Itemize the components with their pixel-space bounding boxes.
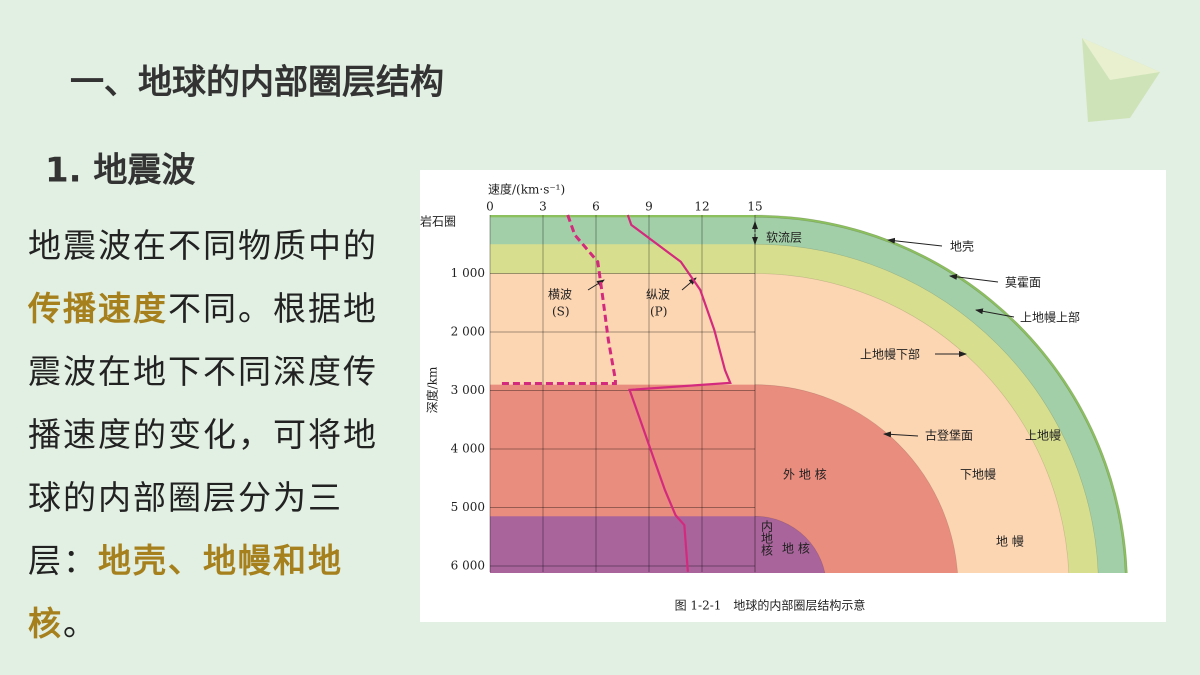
layer-label: 地 幔: [996, 534, 1024, 549]
decor-shape: [1082, 38, 1160, 80]
series-label: 纵波: [646, 288, 670, 302]
y-tick-label: 5 000: [451, 500, 485, 514]
arrow: [949, 273, 999, 283]
highlight-text: 地壳、地幔和地核: [28, 541, 343, 643]
y-tick-label: 3 000: [451, 383, 485, 397]
x-tick-label: 3: [539, 200, 547, 214]
y-tick-label: 2 000: [451, 325, 485, 339]
figure-caption: 图 1-2-1 地球的内部圈层结构示意: [675, 598, 866, 613]
x-tick-label: 12: [694, 200, 709, 214]
figure: 速度/(km·s⁻¹) 岩石圈 深度/km 软流层 地壳 莫霍面 上地幔上部 上…: [420, 182, 1080, 613]
text-run: 。: [63, 604, 98, 643]
layer-band: [490, 516, 755, 573]
x-tick-label: 0: [486, 200, 494, 214]
layer-label: 古登堡面: [925, 428, 973, 443]
layer-label: 上地幔下部: [860, 347, 920, 362]
layer-label: 下地幔: [960, 467, 996, 482]
slide-title: 一、地球的内部圈层结构: [70, 63, 444, 103]
arrow: [883, 431, 919, 438]
highlight-text: 传播速度: [28, 289, 168, 328]
layer-arc: [754, 515, 826, 573]
x-axis-label: 速度/(km·s⁻¹): [488, 182, 565, 197]
y-axis-label: 深度/km: [425, 366, 440, 413]
layer-label: 莫霍面: [1005, 276, 1041, 290]
series-label: (P): [650, 305, 667, 319]
series-label: 横波: [548, 288, 572, 302]
body-text: 地震波在不同物质中的传播速度不同。根据地震波在地下不同深度传播速度的变化，可将地…: [28, 214, 388, 655]
text-run: 不同。根据地震波在地下不同深度传播速度的变化，可将地球的内部圈层分为三层：: [28, 289, 378, 580]
x-tick-label: 6: [592, 200, 600, 214]
layer-label: 外 地 核: [783, 468, 827, 482]
layers: [490, 214, 1128, 573]
layer-label: 上地幔上部: [1020, 310, 1080, 325]
text-run: 地震波在不同物质中的: [28, 226, 378, 265]
layer-label: 上地幔: [1025, 428, 1061, 443]
wave-line: [498, 214, 617, 385]
lithosphere-label: 岩石圈: [420, 214, 456, 229]
x-tick-label: 9: [645, 200, 653, 214]
y-tick-label: 4 000: [451, 442, 485, 456]
y-tick-label: 1 000: [451, 266, 485, 280]
layer-label: 地 核: [782, 542, 810, 556]
arrow: [887, 237, 943, 247]
series-label: (S): [552, 305, 570, 319]
wave-line: [626, 214, 732, 572]
slide-subtitle: 1. 地震波: [45, 151, 195, 191]
arrow: [975, 308, 1015, 318]
layer-label: 内地核: [760, 520, 774, 556]
layer-arc: [754, 384, 958, 573]
layer-label: 软流层: [766, 231, 802, 245]
arrow: [587, 279, 605, 291]
layer-label: 地壳: [950, 240, 974, 254]
x-tick-label: 15: [747, 200, 762, 214]
y-tick-label: 6 000: [451, 559, 485, 573]
